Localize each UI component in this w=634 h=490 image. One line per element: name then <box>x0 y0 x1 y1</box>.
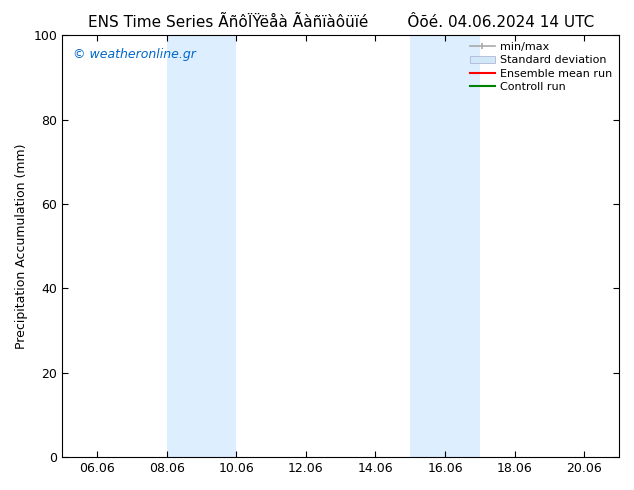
Text: © weatheronline.gr: © weatheronline.gr <box>74 48 197 61</box>
Title: ENS Time Series ÃñôÏŸëåà Ãàñïàôüïé        Ôõé. 04.06.2024 14 UTC: ENS Time Series ÃñôÏŸëåà Ãàñïàôüïé Ôõé. … <box>87 15 594 30</box>
Bar <box>167 35 236 457</box>
Bar <box>410 35 480 457</box>
Legend: min/max, Standard deviation, Ensemble mean run, Controll run: min/max, Standard deviation, Ensemble me… <box>465 38 617 97</box>
Y-axis label: Precipitation Accumulation (mm): Precipitation Accumulation (mm) <box>15 144 28 349</box>
